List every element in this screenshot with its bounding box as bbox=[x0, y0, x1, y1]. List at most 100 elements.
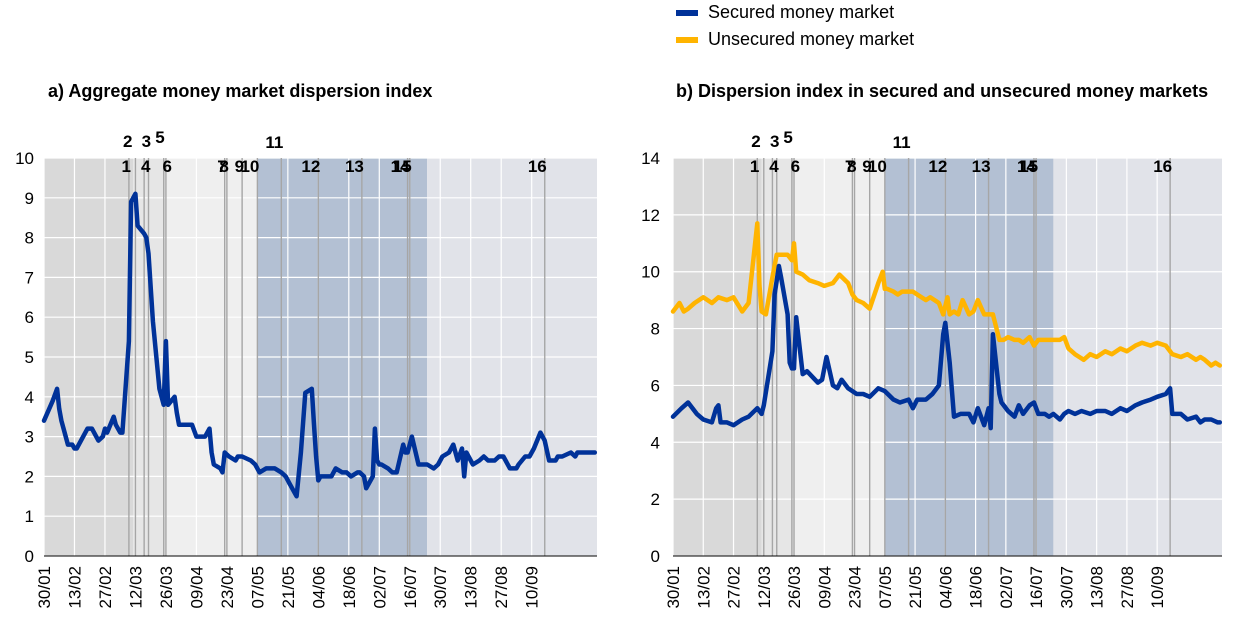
y-tick-label-4: 4 bbox=[25, 388, 34, 407]
event-label-6: 6 bbox=[162, 157, 171, 176]
x-tick-label-7: 23/04 bbox=[846, 566, 865, 609]
x-tick-label-5: 26/03 bbox=[785, 566, 804, 609]
event-label-16: 16 bbox=[528, 157, 547, 176]
event-label-8: 8 bbox=[219, 157, 228, 176]
x-tick-label-13: 16/07 bbox=[401, 566, 420, 609]
x-tick-label-11: 18/06 bbox=[340, 566, 359, 609]
event-label-3: 3 bbox=[142, 132, 151, 151]
x-tick-label-1: 30/01 bbox=[35, 566, 54, 609]
event-label-10: 10 bbox=[240, 157, 259, 176]
y-tick-label-3: 3 bbox=[25, 428, 34, 447]
legend-swatch-secured bbox=[676, 10, 698, 16]
x-tick-label-10: 04/06 bbox=[936, 566, 955, 609]
y-tick-label-6: 6 bbox=[651, 376, 660, 395]
y-tick-label-7: 7 bbox=[25, 268, 34, 287]
legend-label-unsecured: Unsecured money market bbox=[708, 29, 915, 49]
y-tick-label-8: 8 bbox=[651, 320, 660, 339]
x-tick-label-13: 16/07 bbox=[1027, 566, 1046, 609]
x-tick-label-11: 18/06 bbox=[967, 566, 986, 609]
x-tick-label-6: 09/04 bbox=[815, 566, 834, 609]
event-label-11: 11 bbox=[893, 133, 911, 152]
x-tick-label-3: 27/02 bbox=[725, 566, 744, 609]
x-tick-label-14: 30/07 bbox=[431, 566, 450, 609]
event-label-13: 13 bbox=[345, 157, 364, 176]
shaded-period-1 bbox=[673, 158, 762, 556]
panel-a-title: a) Aggregate money market dispersion ind… bbox=[48, 81, 433, 101]
event-label-8: 8 bbox=[847, 157, 856, 176]
series-line-secured bbox=[670, 263, 1223, 431]
event-label-7: 7 bbox=[845, 157, 854, 176]
event-label-2: 2 bbox=[751, 132, 760, 151]
x-tick-label-8: 07/05 bbox=[248, 566, 267, 609]
event-label-1: 1 bbox=[750, 157, 759, 176]
y-tick-label-10: 10 bbox=[15, 149, 34, 168]
x-tick-label-10: 04/06 bbox=[309, 566, 328, 609]
x-tick-label-9: 21/05 bbox=[279, 566, 298, 609]
x-tick-label-4: 12/03 bbox=[126, 566, 145, 609]
event-label-5: 5 bbox=[783, 128, 792, 147]
event-label-9: 9 bbox=[235, 157, 244, 176]
x-tick-label-4: 12/03 bbox=[755, 566, 774, 609]
event-label-3: 3 bbox=[770, 132, 779, 151]
event-label-13: 13 bbox=[972, 157, 991, 176]
event-label-14: 14 bbox=[391, 157, 410, 176]
x-tick-label-5: 26/03 bbox=[157, 566, 176, 609]
event-label-16: 16 bbox=[1153, 157, 1172, 176]
x-tick-label-15: 13/08 bbox=[1088, 566, 1107, 609]
y-tick-label-14: 14 bbox=[641, 149, 660, 168]
event-label-7: 7 bbox=[217, 157, 226, 176]
panel-b-title: b) Dispersion index in secured and unsec… bbox=[676, 81, 1209, 101]
x-tick-label-16: 27/08 bbox=[1118, 566, 1137, 609]
x-tick-label-17: 10/09 bbox=[523, 566, 542, 609]
shaded-period-4 bbox=[884, 158, 1054, 556]
event-label-9: 9 bbox=[862, 157, 871, 176]
event-label-15: 15 bbox=[1019, 157, 1038, 176]
y-tick-label-2: 2 bbox=[25, 467, 34, 486]
x-tick-label-1: 30/01 bbox=[664, 566, 683, 609]
event-label-1: 1 bbox=[121, 157, 130, 176]
y-tick-label-2: 2 bbox=[651, 490, 660, 509]
series-line-secured bbox=[41, 191, 598, 499]
y-tick-label-0: 0 bbox=[651, 547, 660, 566]
x-tick-label-7: 23/04 bbox=[218, 566, 237, 609]
y-tick-label-6: 6 bbox=[25, 308, 34, 327]
x-tick-label-17: 10/09 bbox=[1148, 566, 1167, 609]
event-label-11: 11 bbox=[265, 133, 283, 152]
legend-label-secured: Secured money market bbox=[708, 2, 895, 22]
event-label-12: 12 bbox=[928, 157, 947, 176]
y-tick-label-5: 5 bbox=[25, 348, 34, 367]
y-tick-label-4: 4 bbox=[651, 433, 660, 452]
x-tick-label-16: 27/08 bbox=[492, 566, 511, 609]
x-tick-label-12: 02/07 bbox=[997, 566, 1016, 609]
event-label-2: 2 bbox=[123, 132, 132, 151]
event-label-10: 10 bbox=[868, 157, 887, 176]
event-label-5: 5 bbox=[155, 128, 164, 147]
x-tick-label-8: 07/05 bbox=[876, 566, 895, 609]
y-tick-label-12: 12 bbox=[641, 206, 660, 225]
event-label-4: 4 bbox=[141, 157, 151, 176]
y-tick-label-9: 9 bbox=[25, 189, 34, 208]
x-tick-label-3: 27/02 bbox=[96, 566, 115, 609]
x-tick-label-2: 13/02 bbox=[65, 566, 84, 609]
y-tick-label-10: 10 bbox=[641, 263, 660, 282]
shaded-period-3 bbox=[794, 158, 885, 556]
y-tick-label-1: 1 bbox=[25, 507, 34, 526]
legend-swatch-unsecured bbox=[676, 37, 698, 43]
x-tick-label-14: 30/07 bbox=[1057, 566, 1076, 609]
event-label-14: 14 bbox=[1017, 157, 1036, 176]
y-tick-label-8: 8 bbox=[25, 229, 34, 248]
x-tick-label-2: 13/02 bbox=[694, 566, 713, 609]
event-label-15: 15 bbox=[393, 157, 412, 176]
x-tick-label-9: 21/05 bbox=[906, 566, 925, 609]
x-tick-label-6: 09/04 bbox=[187, 566, 206, 609]
event-label-4: 4 bbox=[769, 157, 779, 176]
series-line-unsecured bbox=[670, 221, 1223, 368]
event-label-12: 12 bbox=[301, 157, 320, 176]
x-tick-label-15: 13/08 bbox=[462, 566, 481, 609]
x-tick-label-12: 02/07 bbox=[370, 566, 389, 609]
y-tick-label-0: 0 bbox=[25, 547, 34, 566]
event-label-6: 6 bbox=[791, 157, 800, 176]
